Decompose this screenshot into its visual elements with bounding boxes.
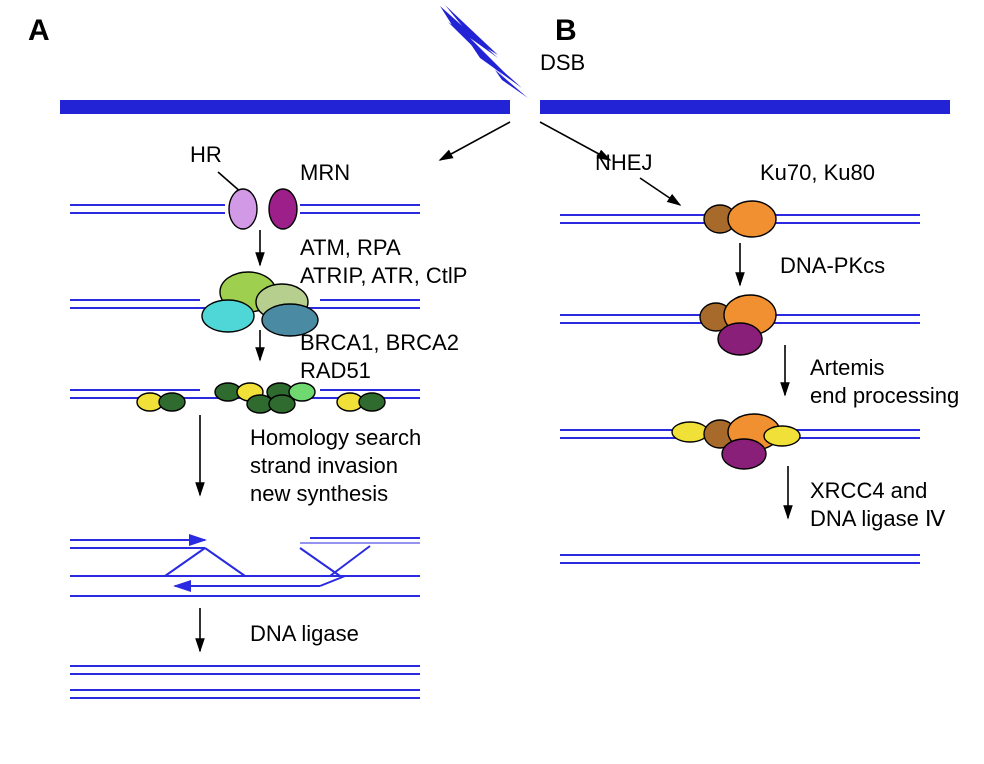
artemis-label: end processing [810,383,959,408]
nhej-label: NHEJ [595,150,652,175]
arrow [440,122,510,160]
rad51-filament [359,393,385,411]
mrn-protein [229,189,257,229]
mrn-label: MRN [300,160,350,185]
artemis [764,426,800,446]
dna-pkcs [722,439,766,469]
dna-thick-left [60,100,510,114]
ku80 [728,201,776,237]
dsb-label: DSB [540,50,585,75]
dsb-repair-diagram: A B DSB HR MRN ATM, RPA ATRIP, ATR, CtlP BRCA1,… [0,0,984,764]
crossover [320,576,345,586]
homology-label: new synthesis [250,481,388,506]
lightning-icon [445,5,517,90]
lightning-icon [495,70,528,98]
crossover [165,548,205,576]
crossover [300,548,340,576]
homology-label: strand invasion [250,453,398,478]
homology-label: Homology search [250,425,421,450]
lightning-icon [440,6,498,58]
ligase4-label: DNA ligase Ⅳ [810,506,946,531]
atrip-label: ATRIP, ATR, CtlP [300,263,467,288]
artemis [672,422,708,442]
ku-label: Ku70, Ku80 [760,160,875,185]
brca-label: BRCA1, BRCA2 [300,330,459,355]
mrn-protein [269,189,297,229]
atm-label: ATM, RPA [300,235,401,260]
artemis-label: Artemis [810,355,885,380]
hr-label: HR [190,142,222,167]
dnapkcs-label: DNA-PKcs [780,253,885,278]
crossover [330,546,370,576]
dna-ligase-label: DNA ligase [250,621,359,646]
rad51-filament [159,393,185,411]
rad51-filament [269,395,295,413]
atm-complex [202,300,254,332]
xrcc4-label: XRCC4 and [810,478,927,503]
arrow [640,178,680,205]
panel-letter-a: A [28,14,50,47]
panel-letter-b: B [555,14,577,47]
dna-thick-right [540,100,950,114]
crossover [205,548,245,576]
rad51-label: RAD51 [300,358,371,383]
dna-pkcs [718,323,762,355]
